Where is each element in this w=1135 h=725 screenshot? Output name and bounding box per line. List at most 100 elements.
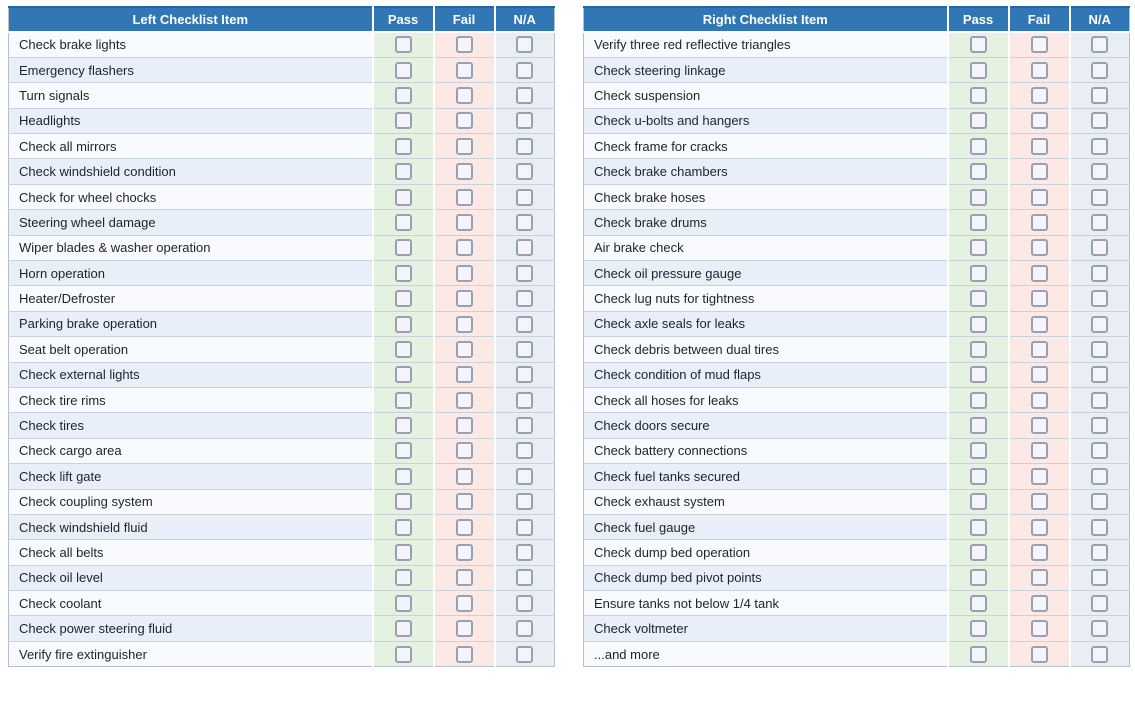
na-checkbox[interactable]	[516, 594, 534, 612]
fail-checkbox[interactable]	[1030, 569, 1048, 587]
na-checkbox[interactable]	[516, 518, 534, 536]
pass-checkbox[interactable]	[969, 391, 987, 409]
na-checkbox[interactable]	[516, 213, 534, 231]
fail-checkbox[interactable]	[1030, 544, 1048, 562]
na-checkbox[interactable]	[1091, 569, 1109, 587]
pass-checkbox[interactable]	[969, 61, 987, 79]
na-checkbox[interactable]	[1091, 87, 1109, 104]
na-checkbox[interactable]	[1091, 340, 1109, 358]
pass-checkbox[interactable]	[969, 620, 987, 638]
fail-checkbox[interactable]	[1030, 163, 1048, 181]
na-checkbox[interactable]	[1091, 620, 1109, 638]
pass-checkbox[interactable]	[394, 163, 412, 181]
na-checkbox[interactable]	[1091, 36, 1109, 54]
na-checkbox[interactable]	[516, 569, 534, 587]
pass-checkbox[interactable]	[969, 645, 987, 663]
na-checkbox[interactable]	[1091, 213, 1109, 231]
fail-checkbox[interactable]	[1030, 36, 1048, 54]
fail-checkbox[interactable]	[455, 366, 473, 384]
pass-checkbox[interactable]	[969, 340, 987, 358]
fail-checkbox[interactable]	[1030, 467, 1048, 485]
fail-checkbox[interactable]	[1030, 442, 1048, 460]
pass-checkbox[interactable]	[394, 87, 412, 104]
na-checkbox[interactable]	[516, 264, 534, 282]
pass-checkbox[interactable]	[394, 518, 412, 536]
fail-checkbox[interactable]	[455, 391, 473, 409]
fail-checkbox[interactable]	[1030, 112, 1048, 130]
fail-checkbox[interactable]	[455, 569, 473, 587]
pass-checkbox[interactable]	[969, 36, 987, 54]
na-checkbox[interactable]	[1091, 391, 1109, 409]
pass-checkbox[interactable]	[394, 137, 412, 155]
fail-checkbox[interactable]	[1030, 518, 1048, 536]
fail-checkbox[interactable]	[1030, 213, 1048, 231]
na-checkbox[interactable]	[516, 112, 534, 130]
fail-checkbox[interactable]	[1030, 594, 1048, 612]
fail-checkbox[interactable]	[1030, 366, 1048, 384]
na-checkbox[interactable]	[516, 87, 534, 104]
pass-checkbox[interactable]	[969, 518, 987, 536]
pass-checkbox[interactable]	[969, 112, 987, 130]
na-checkbox[interactable]	[1091, 188, 1109, 206]
pass-checkbox[interactable]	[969, 417, 987, 435]
na-checkbox[interactable]	[1091, 290, 1109, 308]
fail-checkbox[interactable]	[455, 594, 473, 612]
pass-checkbox[interactable]	[394, 467, 412, 485]
pass-checkbox[interactable]	[969, 442, 987, 460]
pass-checkbox[interactable]	[394, 620, 412, 638]
pass-checkbox[interactable]	[969, 264, 987, 282]
na-checkbox[interactable]	[516, 391, 534, 409]
fail-checkbox[interactable]	[455, 620, 473, 638]
fail-checkbox[interactable]	[1030, 87, 1048, 104]
pass-checkbox[interactable]	[394, 569, 412, 587]
na-checkbox[interactable]	[1091, 112, 1109, 130]
fail-checkbox[interactable]	[455, 493, 473, 511]
pass-checkbox[interactable]	[394, 213, 412, 231]
na-checkbox[interactable]	[516, 467, 534, 485]
fail-checkbox[interactable]	[455, 340, 473, 358]
pass-checkbox[interactable]	[394, 112, 412, 130]
fail-checkbox[interactable]	[455, 213, 473, 231]
na-checkbox[interactable]	[1091, 467, 1109, 485]
pass-checkbox[interactable]	[394, 391, 412, 409]
na-checkbox[interactable]	[1091, 417, 1109, 435]
fail-checkbox[interactable]	[455, 87, 473, 104]
fail-checkbox[interactable]	[455, 239, 473, 257]
na-checkbox[interactable]	[516, 366, 534, 384]
na-checkbox[interactable]	[516, 290, 534, 308]
pass-checkbox[interactable]	[394, 264, 412, 282]
fail-checkbox[interactable]	[455, 61, 473, 79]
fail-checkbox[interactable]	[1030, 188, 1048, 206]
na-checkbox[interactable]	[516, 417, 534, 435]
na-checkbox[interactable]	[516, 188, 534, 206]
fail-checkbox[interactable]	[1030, 137, 1048, 155]
pass-checkbox[interactable]	[969, 290, 987, 308]
na-checkbox[interactable]	[1091, 518, 1109, 536]
pass-checkbox[interactable]	[394, 544, 412, 562]
na-checkbox[interactable]	[516, 315, 534, 333]
na-checkbox[interactable]	[1091, 163, 1109, 181]
na-checkbox[interactable]	[516, 442, 534, 460]
pass-checkbox[interactable]	[969, 544, 987, 562]
na-checkbox[interactable]	[1091, 645, 1109, 663]
fail-checkbox[interactable]	[1030, 61, 1048, 79]
pass-checkbox[interactable]	[969, 163, 987, 181]
na-checkbox[interactable]	[1091, 239, 1109, 257]
fail-checkbox[interactable]	[455, 417, 473, 435]
fail-checkbox[interactable]	[1030, 264, 1048, 282]
na-checkbox[interactable]	[516, 493, 534, 511]
pass-checkbox[interactable]	[394, 417, 412, 435]
na-checkbox[interactable]	[1091, 137, 1109, 155]
fail-checkbox[interactable]	[455, 264, 473, 282]
na-checkbox[interactable]	[516, 239, 534, 257]
fail-checkbox[interactable]	[455, 163, 473, 181]
pass-checkbox[interactable]	[394, 315, 412, 333]
na-checkbox[interactable]	[516, 61, 534, 79]
na-checkbox[interactable]	[1091, 61, 1109, 79]
na-checkbox[interactable]	[1091, 264, 1109, 282]
na-checkbox[interactable]	[1091, 594, 1109, 612]
fail-checkbox[interactable]	[455, 544, 473, 562]
pass-checkbox[interactable]	[969, 467, 987, 485]
pass-checkbox[interactable]	[394, 188, 412, 206]
fail-checkbox[interactable]	[455, 315, 473, 333]
